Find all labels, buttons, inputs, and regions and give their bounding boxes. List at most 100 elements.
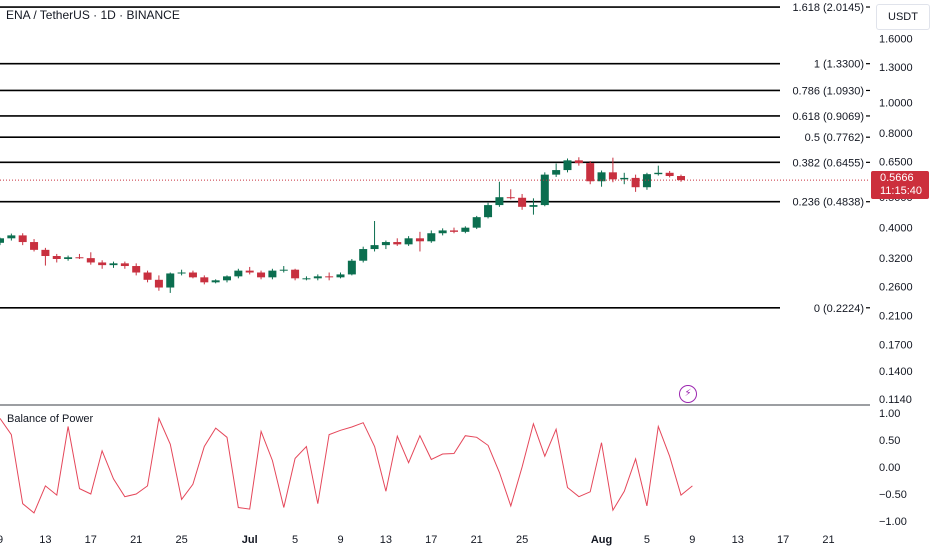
time-tick-label: 9: [689, 534, 695, 546]
last-price-tag: 0.5666 11:15:40: [871, 171, 929, 199]
balance-of-power-pane: [0, 416, 693, 514]
time-tick-label: Aug: [591, 534, 612, 546]
bop-line: [0, 416, 693, 514]
candle-body: [279, 269, 288, 271]
currency-button[interactable]: USDT: [876, 4, 930, 30]
candle-body: [529, 205, 538, 207]
candle-body: [245, 270, 254, 273]
last-price-value: 0.5666: [880, 172, 914, 184]
candle-body: [154, 279, 163, 288]
candle-body: [404, 238, 413, 245]
candle-body: [563, 160, 572, 171]
candle-body: [642, 174, 651, 188]
time-tick-label: 21: [822, 534, 834, 546]
candle-body: [52, 256, 61, 259]
symbol-title[interactable]: ENA / TetherUS · 1D · BINANCE: [6, 8, 180, 22]
fib-level-label: 0.786 (1.0930): [792, 85, 864, 97]
candle-body: [30, 242, 39, 250]
candle-body: [597, 172, 606, 182]
candle-body: [325, 276, 334, 278]
candle-body: [41, 249, 50, 257]
time-tick-label: 13: [39, 534, 51, 546]
bop-tick-label: −0.50: [879, 489, 907, 501]
lightning-icon[interactable]: ⚡: [679, 385, 697, 403]
candle-body: [540, 174, 549, 206]
fib-level-label: 0 (0.2224): [814, 303, 864, 315]
candle-body: [211, 280, 220, 283]
candle-body: [313, 276, 322, 279]
price-tick-label: 0.2100: [879, 311, 913, 323]
bar-countdown: 11:15:40: [880, 185, 923, 197]
candle-body: [98, 262, 107, 266]
candle-body: [132, 266, 141, 273]
candlestick-series: [0, 157, 685, 293]
time-tick-label: 5: [644, 534, 650, 546]
candle-body: [393, 242, 402, 245]
candle-body: [234, 270, 243, 277]
candle-body: [347, 260, 356, 275]
price-tick-label: 0.1700: [879, 339, 913, 351]
price-tick-label: 0.1400: [879, 366, 913, 378]
fib-level-label: 1.618 (2.0145): [792, 2, 864, 14]
time-tick-label: 9: [337, 534, 343, 546]
candle-body: [64, 257, 73, 259]
candle-body: [450, 230, 458, 232]
candle-body: [574, 160, 583, 164]
time-tick-label: 5: [292, 534, 298, 546]
candle-body: [415, 238, 424, 242]
fib-level-label: 0.382 (0.6455): [792, 157, 864, 169]
price-tick-label: 1.6000: [879, 33, 913, 45]
candle-body: [552, 170, 561, 175]
price-tick-label: 0.8000: [879, 128, 913, 140]
price-tick-label: 0.2600: [879, 281, 913, 293]
bop-tick-label: −1.00: [879, 516, 907, 528]
candle-body: [484, 205, 493, 218]
candle-body: [518, 197, 527, 207]
candle-body: [665, 172, 674, 177]
time-tick-label: 25: [516, 534, 528, 546]
indicator-axis: 1.00 0.50 0.00 −0.50 −1.00: [879, 408, 907, 528]
price-axis[interactable]: 1.60001.30001.00000.80000.65000.50000.40…: [879, 33, 913, 406]
candle-body: [188, 272, 197, 278]
candle-body: [166, 273, 175, 288]
candle-body: [177, 272, 186, 274]
time-axis[interactable]: 9 13 17 21 25 Jul 5 9 13 17 21 25 Aug 5 9 13 17 21: [0, 534, 835, 546]
time-tick-label: 17: [777, 534, 789, 546]
bop-tick-label: 0.50: [879, 435, 900, 447]
candle-body: [268, 270, 277, 278]
time-tick-label: 13: [732, 534, 744, 546]
time-tick-label: 21: [130, 534, 142, 546]
candle-body: [7, 235, 16, 239]
candle-body: [120, 263, 129, 267]
fib-level-label: 0.236 (0.4838): [792, 197, 864, 209]
candle-body: [677, 176, 685, 181]
candle-body: [0, 238, 4, 243]
time-tick-label: Jul: [242, 534, 258, 546]
fib-level-label: 0.618 (0.9069): [792, 111, 864, 123]
price-tick-label: 0.6500: [879, 156, 913, 168]
candle-body: [495, 197, 504, 206]
indicator-label[interactable]: Balance of Power: [7, 413, 94, 425]
price-tick-label: 1.3000: [879, 62, 913, 74]
time-tick-label: 9: [0, 534, 3, 546]
candle-body: [200, 277, 209, 283]
candle-body: [223, 276, 231, 281]
price-tick-label: 0.1140: [879, 394, 912, 406]
time-tick-label: 13: [380, 534, 392, 546]
candle-body: [291, 269, 300, 279]
candle-body: [586, 163, 595, 182]
bop-tick-label: 0.00: [879, 462, 900, 474]
candle-body: [86, 258, 95, 263]
candle-body: [427, 233, 436, 242]
time-tick-label: 21: [471, 534, 483, 546]
candle-body: [302, 278, 311, 280]
candle-body: [359, 249, 368, 261]
candle-body: [631, 177, 640, 188]
candle-body: [18, 235, 27, 243]
price-tick-label: 0.4000: [879, 223, 913, 235]
candle-body: [608, 172, 617, 180]
candle-body: [109, 263, 118, 266]
candle-body: [472, 217, 481, 228]
bop-tick-label: 1.00: [879, 408, 900, 420]
